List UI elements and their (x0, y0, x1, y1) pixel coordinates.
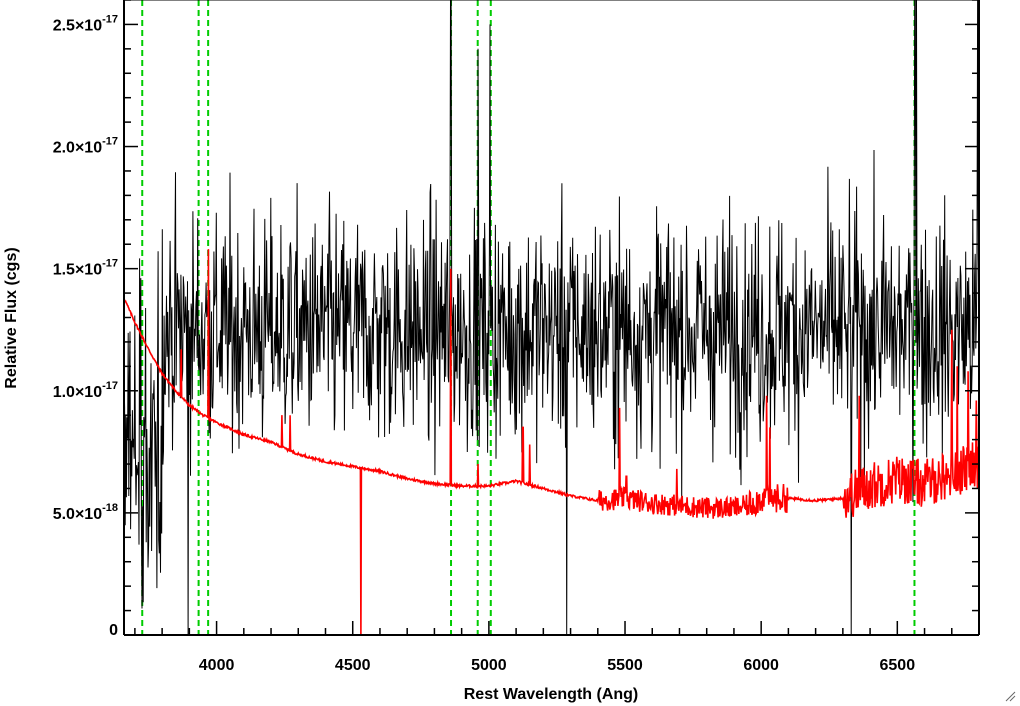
model-spectrum-series (123, 249, 980, 636)
y-tick-label: 2.5×10-17 (53, 13, 118, 34)
y-axis-label: Relative Flux (cgs) (3, 247, 20, 388)
x-tick-label: 6500 (880, 657, 916, 674)
x-tick-label: 6000 (743, 657, 779, 674)
y-tick-label: 5.0×10-18 (53, 502, 118, 523)
y-tick-label: 1.0×10-17 (53, 380, 118, 401)
observed-spectrum-line (123, 0, 980, 636)
y-tick-label: 0 (109, 622, 118, 639)
resize-grip-icon[interactable] (1004, 690, 1016, 702)
x-tick-label: 4500 (335, 657, 371, 674)
observed-spectrum-series (123, 0, 980, 636)
y-axis-ticks: 0 5.0×10-18 1.0×10-17 1.5×10-17 2.0×10-17 2.5… (53, 0, 979, 639)
x-tick-label: 4000 (199, 657, 235, 674)
y-tick-label: 2.0×10-17 (53, 136, 118, 157)
y-tick-label: 1.5×10-17 (53, 258, 118, 279)
x-tick-label: 5000 (471, 657, 507, 674)
x-tick-label: 5500 (607, 657, 643, 674)
model-spectrum-line (123, 249, 980, 636)
x-axis-label: Rest Wavelength (Ang) (464, 686, 639, 703)
x-axis-ticks: 4000 4500 5000 5500 6000 6500 (134, 621, 980, 674)
